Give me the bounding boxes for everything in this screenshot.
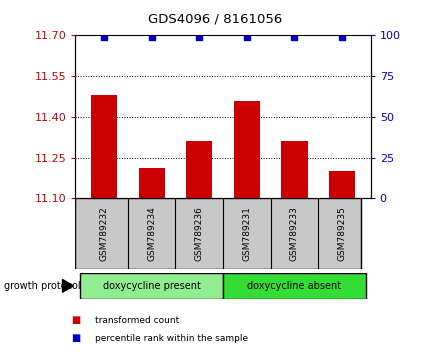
Text: doxycycline present: doxycycline present <box>102 281 200 291</box>
Text: GDS4096 / 8161056: GDS4096 / 8161056 <box>148 12 282 25</box>
Text: ■: ■ <box>71 315 80 325</box>
Text: GSM789235: GSM789235 <box>337 206 346 261</box>
FancyBboxPatch shape <box>80 273 223 299</box>
Bar <box>138 169 164 198</box>
Text: GSM789232: GSM789232 <box>99 206 108 261</box>
Text: percentile rank within the sample: percentile rank within the sample <box>95 333 247 343</box>
Bar <box>91 95 117 198</box>
Bar <box>328 171 354 198</box>
Text: doxycycline absent: doxycycline absent <box>247 281 341 291</box>
Text: growth protocol: growth protocol <box>4 281 81 291</box>
Point <box>243 34 250 40</box>
Text: GSM789236: GSM789236 <box>194 206 203 261</box>
Point <box>100 34 107 40</box>
FancyBboxPatch shape <box>223 273 365 299</box>
FancyBboxPatch shape <box>75 198 360 269</box>
Text: GSM789234: GSM789234 <box>147 206 156 261</box>
Point <box>290 34 297 40</box>
Text: GSM789231: GSM789231 <box>242 206 251 261</box>
Point <box>338 34 345 40</box>
Text: GSM789233: GSM789233 <box>289 206 298 261</box>
Bar <box>233 101 259 198</box>
Point <box>195 34 202 40</box>
Text: ■: ■ <box>71 333 80 343</box>
Bar <box>281 141 307 198</box>
Bar <box>186 141 212 198</box>
Point <box>148 34 155 40</box>
Text: transformed count: transformed count <box>95 316 178 325</box>
